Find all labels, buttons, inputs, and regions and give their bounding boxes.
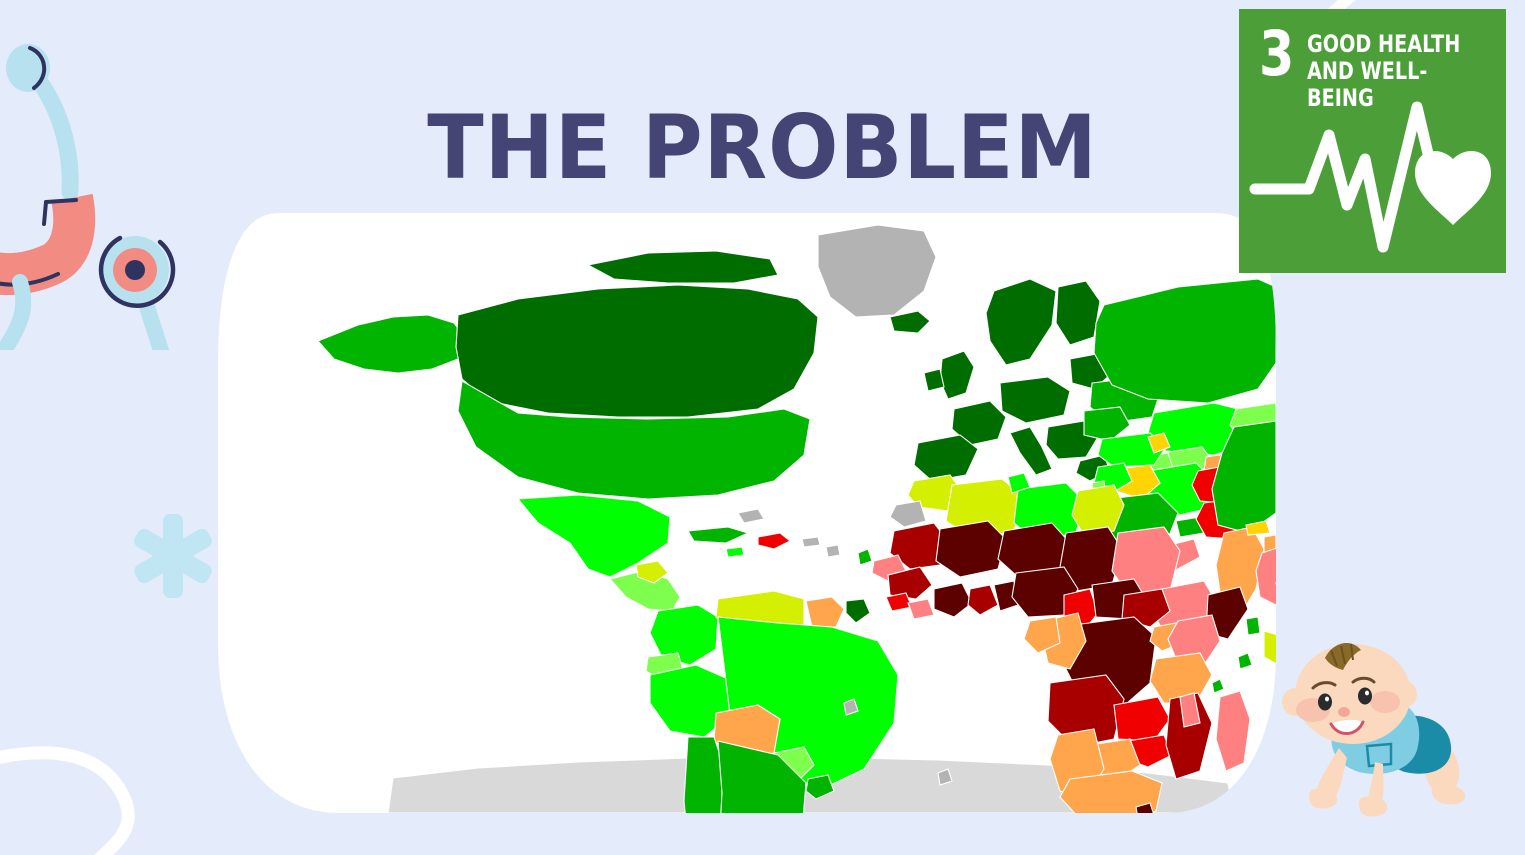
sdg-3-badge[interactable]: 3 GOOD HEALTH AND WELL-BEING (1239, 9, 1506, 273)
region-hispaniola (757, 532, 792, 550)
region-egypt (1071, 484, 1125, 536)
region-spain-portugal (913, 434, 979, 482)
region-cuba (687, 526, 750, 544)
region-ireland (923, 368, 945, 392)
region-nepal (1245, 520, 1271, 536)
region-liberia (907, 598, 935, 620)
region-romania-bulgaria (1083, 406, 1131, 442)
region-mali (935, 520, 1007, 578)
region-angola (1047, 674, 1125, 748)
region-finland (1055, 280, 1101, 346)
region-atlantic-island (843, 698, 859, 716)
region-myanmar (1255, 546, 1276, 606)
region-south-atlantic-island (937, 768, 953, 786)
map-plate (218, 213, 1276, 813)
map-countries (317, 224, 1276, 813)
region-norway-sweden (985, 278, 1057, 366)
region-china (1211, 420, 1276, 534)
region-sri-lanka (1245, 616, 1261, 636)
region-western-sahara (889, 500, 927, 528)
region-colombia (649, 604, 719, 666)
region-south-africa (1059, 770, 1163, 813)
region-guinea (887, 566, 933, 600)
page-title: THE PROBLEM (427, 96, 1098, 199)
region-italy (1009, 426, 1053, 476)
region-united-states (457, 380, 811, 500)
region-caucasus (1147, 432, 1171, 454)
region-france (951, 400, 1007, 446)
region-seychelles (1237, 652, 1253, 670)
region-ghana (967, 584, 999, 616)
sdg-number: 3 (1259, 17, 1295, 90)
region-comoros (1211, 678, 1225, 694)
region-mauritania (889, 522, 949, 570)
region-mauritius (1265, 720, 1276, 738)
region-germany-poland (999, 376, 1071, 424)
region-turkey (1097, 432, 1167, 468)
region-mexico (516, 494, 671, 578)
region-lesotho (1135, 802, 1155, 813)
region-guatemala (635, 560, 669, 584)
region-mozambique (1165, 692, 1213, 780)
region-guyana-suriname (805, 596, 845, 628)
region-french-guiana (845, 598, 871, 624)
stethoscope-icon (0, 44, 176, 350)
region-canada-arctic (586, 250, 779, 284)
squiggle-line-bottom-left-icon (0, 746, 135, 855)
region-uruguay (805, 774, 835, 800)
sdg-label: GOOD HEALTH AND WELL-BEING (1307, 30, 1461, 112)
region-puerto-rico (801, 536, 821, 548)
star-of-life-asterisk-icon (134, 514, 212, 598)
region-indonesia-sumatra (1263, 630, 1276, 676)
region-bahamas (737, 508, 765, 524)
crawling-baby-icon (1282, 643, 1466, 817)
region-argentina (717, 740, 807, 813)
region-canada (455, 284, 819, 418)
heartbeat-pulse-heart-icon (1249, 101, 1491, 253)
map-svg (218, 213, 1276, 813)
region-jamaica (725, 546, 745, 558)
region-russia (1093, 278, 1276, 404)
world-choropleth-map (218, 213, 1276, 813)
region-iceland (889, 310, 931, 334)
region-ivory-coast (933, 582, 973, 618)
region-gabon (1023, 616, 1061, 654)
region-tunisia (1007, 472, 1031, 494)
region-malawi (1179, 692, 1201, 728)
region-greenland (817, 224, 937, 318)
region-zambia (1113, 696, 1171, 742)
region-lesser-antilles (825, 544, 841, 558)
region-madagascar (1215, 690, 1251, 772)
region-cape-verde (857, 548, 873, 566)
